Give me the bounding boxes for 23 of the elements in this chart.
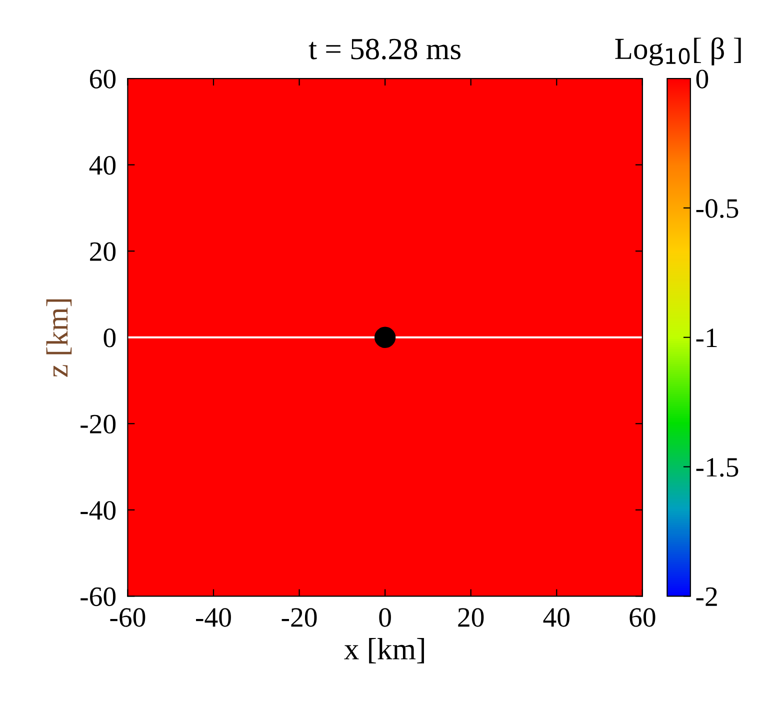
x-tick-label: 40 bbox=[543, 608, 570, 627]
y-tick-label: -40 bbox=[80, 501, 116, 520]
y-tick-label: 60 bbox=[90, 70, 116, 88]
x-tick-label: 60 bbox=[630, 608, 656, 627]
color-bar-title: Log$_{10}$[ β ] bbox=[615, 37, 741, 66]
y-axis-title: z [km] bbox=[46, 299, 72, 377]
x-tick-label: -40 bbox=[196, 608, 231, 627]
x-tick-label: 20 bbox=[458, 608, 484, 627]
chart-title: t = 58.28 ms bbox=[308, 38, 460, 60]
x-tick-label: -20 bbox=[282, 608, 317, 627]
color-bar-label: -1 bbox=[696, 328, 717, 348]
x-axis-title: x [km] bbox=[344, 638, 424, 664]
color-bar-label: -2 bbox=[696, 587, 717, 606]
y-tick-label: 0 bbox=[104, 328, 116, 348]
y-tick-label: 40 bbox=[89, 156, 116, 175]
y-tick-label: -60 bbox=[80, 587, 116, 606]
x-tick-label: 0 bbox=[379, 608, 391, 627]
x-tick-label: -60 bbox=[110, 608, 146, 627]
y-tick-label: -20 bbox=[80, 414, 116, 434]
color-bar-label: 0 bbox=[696, 70, 708, 88]
y-tick-label: 20 bbox=[90, 242, 116, 261]
color-bar-label: -1.5 bbox=[696, 458, 738, 477]
color-bar-label: -0.5 bbox=[696, 199, 738, 218]
